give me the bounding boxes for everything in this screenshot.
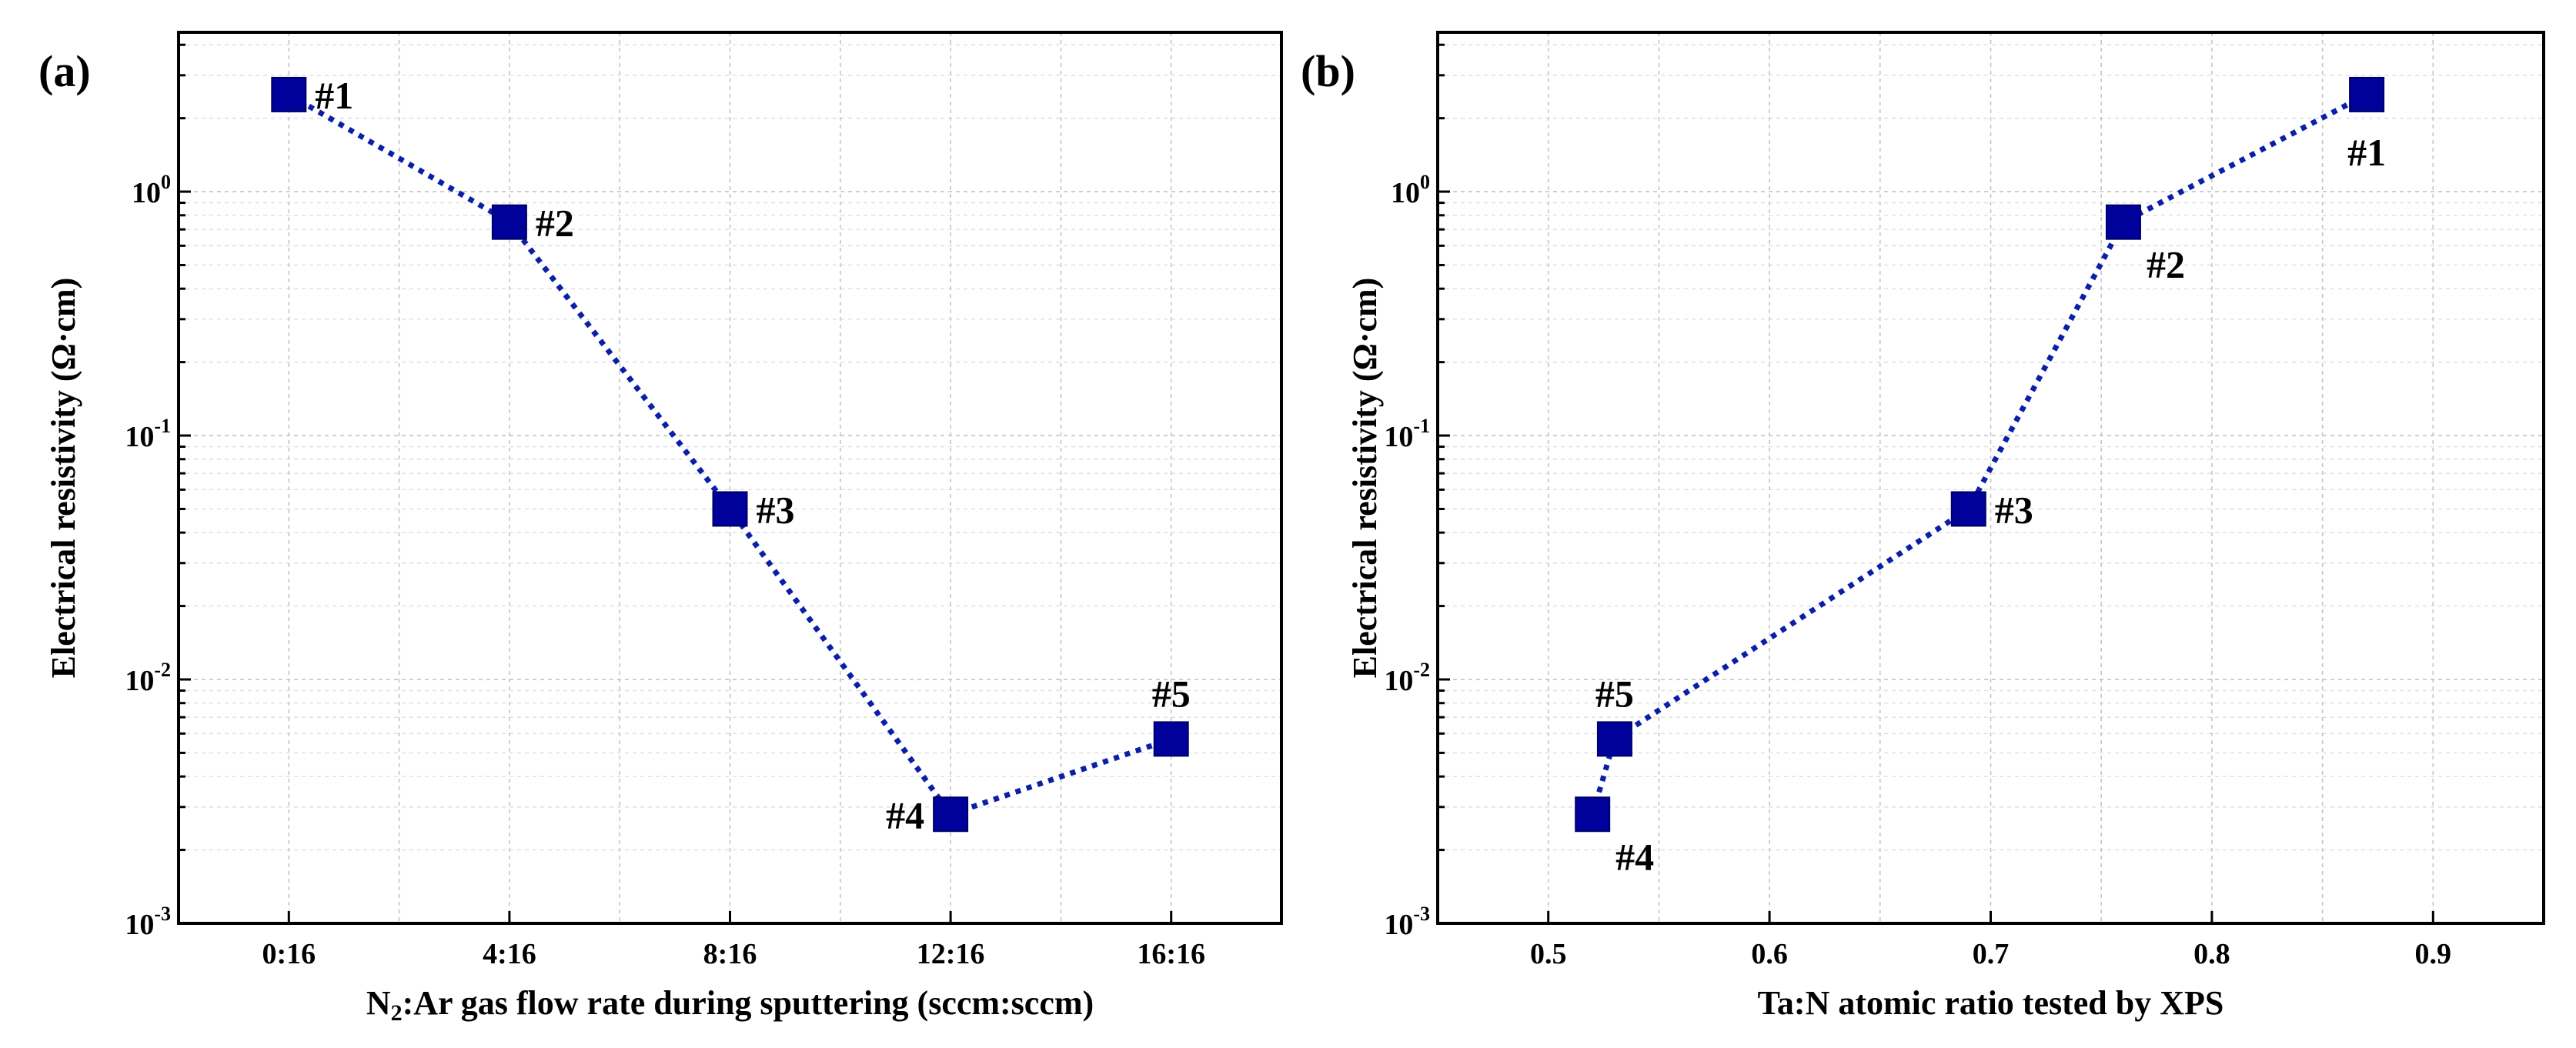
data-point-label: #3	[1995, 488, 2033, 531]
y-tick-label: 10-3	[1384, 903, 1430, 941]
x-tick-label: 0.9	[2415, 938, 2452, 970]
data-point-marker	[1575, 796, 1611, 833]
panel-label: (a)	[38, 46, 91, 96]
data-point-marker	[271, 76, 307, 112]
x-axis-title: Ta:N atomic ratio tested by XPS	[1758, 984, 2224, 1022]
x-tick-label: 8:16	[703, 938, 757, 970]
y-tick-label: 100	[1391, 171, 1430, 209]
data-point-label: #1	[2347, 131, 2386, 174]
y-tick-label: 100	[132, 171, 171, 209]
x-tick-label: 0.6	[1751, 938, 1788, 970]
data-point-marker	[2105, 204, 2141, 240]
data-point-label: #1	[315, 74, 353, 117]
x-tick-label: 12:16	[917, 938, 985, 970]
data-point-marker	[1153, 721, 1189, 757]
x-tick-label: 0.7	[1973, 938, 2010, 970]
y-tick-label: 10-3	[125, 903, 171, 941]
data-point-label: #3	[757, 488, 795, 531]
x-tick-label: 16:16	[1137, 938, 1205, 970]
y-axis-title: Electrical resistivity (Ω·cm)	[1346, 278, 1384, 679]
x-tick-label: 0:16	[262, 938, 316, 970]
panel-label: (b)	[1301, 46, 1355, 96]
data-point-marker	[491, 204, 527, 240]
data-point-marker	[1596, 721, 1632, 757]
data-point-label: #4	[886, 793, 924, 836]
data-point-marker	[1950, 491, 1986, 527]
y-tick-label: 10-2	[1384, 659, 1430, 697]
data-point-label: #2	[536, 202, 574, 245]
chart-panel-b: 10-3 10-2 10-1 100 0.5 0.6 0.7 0.8 0.9 Ta:N atomi…	[1301, 31, 2545, 1022]
chart-panel-a: 10-3 10-2 10-1 100 0:16 4:16 8:16 12:16 16:16 N2:…	[38, 31, 1283, 1026]
x-tick-label: 0.8	[2193, 938, 2230, 970]
x-tick-label: 4:16	[483, 938, 536, 970]
data-point-label: #5	[1152, 672, 1191, 715]
data-point-label: #5	[1595, 672, 1634, 715]
x-tick-label: 0.5	[1530, 938, 1567, 970]
data-point-marker	[2349, 76, 2385, 112]
data-point-marker	[933, 796, 969, 833]
y-tick-label: 10-1	[125, 415, 171, 453]
data-point-label: #2	[2147, 243, 2185, 286]
x-axis-title: N2:Ar gas flow rate during sputtering (s…	[366, 984, 1094, 1026]
y-tick-label: 10-2	[125, 659, 171, 697]
y-axis-title: Electrical resistivity (Ω·cm)	[45, 278, 82, 679]
data-point-label: #4	[1615, 835, 1654, 878]
data-point-marker	[712, 491, 748, 527]
y-tick-label: 10-1	[1384, 415, 1430, 453]
